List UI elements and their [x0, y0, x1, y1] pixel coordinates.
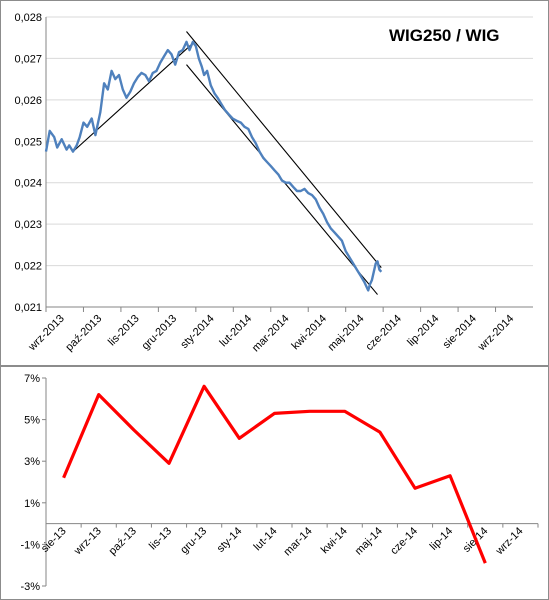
x-tick-label: wrz-2014 — [475, 313, 516, 354]
x-tick-label: lis-2013 — [106, 313, 142, 349]
x-tick-label: wrz-13 — [71, 525, 104, 558]
x-tick-label: cze-2014 — [364, 313, 404, 353]
y-tick-label: 7% — [24, 373, 40, 385]
x-tick-label: mar-14 — [282, 525, 315, 558]
x-tick-label: lis-13 — [147, 525, 174, 552]
x-tick-label: maj-2014 — [326, 313, 367, 354]
x-tick-label: cze-14 — [388, 525, 420, 557]
x-tick-label: sty-2014 — [178, 313, 216, 351]
y-tick-label: 5% — [24, 415, 40, 427]
y-tick-label: 0,021 — [14, 302, 42, 314]
x-tick-label: mar-2014 — [250, 313, 292, 355]
y-tick-label: 0,022 — [14, 261, 42, 273]
x-tick-label: gru-13 — [178, 525, 209, 556]
x-tick-label: sty-14 — [215, 525, 245, 555]
ratio-series-line — [44, 40, 383, 292]
chart-title: WIG250 / WIG — [389, 26, 500, 45]
trend-line — [72, 43, 193, 153]
y-tick-label: 0,028 — [14, 12, 42, 24]
x-tick-label: wrz-2013 — [26, 313, 67, 354]
change-chart: -3% -1% 1% 3% 5% 7% sie-13 wrz-13 paź-13 lis-13 g… — [20, 373, 539, 593]
y-tick-label: 0,026 — [14, 95, 42, 107]
y-tick-label: 0,023 — [14, 219, 42, 231]
trend-line — [186, 31, 382, 268]
y-tick-label: 0,024 — [14, 178, 42, 190]
x-tick-label: lip-14 — [428, 525, 456, 553]
ratio-chart: 0,021 0,022 0,023 0,024 0,025 0,026 0,027 0,028… — [14, 12, 533, 355]
x-tick-label: maj-14 — [353, 525, 385, 557]
x-tick-label: gru-2013 — [140, 313, 180, 353]
ratio-chart-panel: 0,021 0,022 0,023 0,024 0,025 0,026 0,027 0,028… — [0, 0, 549, 366]
x-tick-label: paź-13 — [107, 525, 139, 557]
y-tick-label: 0,027 — [14, 53, 42, 65]
y-tick-label: 1% — [24, 498, 40, 510]
y-tick-label: -3% — [20, 581, 40, 593]
x-tick-label: wrz-14 — [493, 525, 526, 558]
y-tick-label: 3% — [24, 456, 40, 468]
y-tick-label: 0,025 — [14, 136, 42, 148]
x-tick-label: lip-2014 — [405, 313, 441, 349]
x-tick-label: sie-2014 — [441, 313, 479, 351]
y-tick-label: -1% — [20, 539, 40, 551]
x-tick-label: lut-2014 — [218, 313, 255, 350]
x-tick-label: sie-13 — [39, 525, 69, 555]
x-tick-label: paź-2013 — [63, 313, 104, 354]
x-tick-label: kwi-14 — [319, 525, 350, 556]
change-series-line — [62, 384, 487, 564]
x-tick-label: kwi-2014 — [289, 313, 329, 353]
change-chart-panel: -3% -1% 1% 3% 5% 7% sie-13 wrz-13 paź-13 lis-13 g… — [0, 366, 549, 600]
x-tick-label: lut-14 — [252, 525, 280, 553]
